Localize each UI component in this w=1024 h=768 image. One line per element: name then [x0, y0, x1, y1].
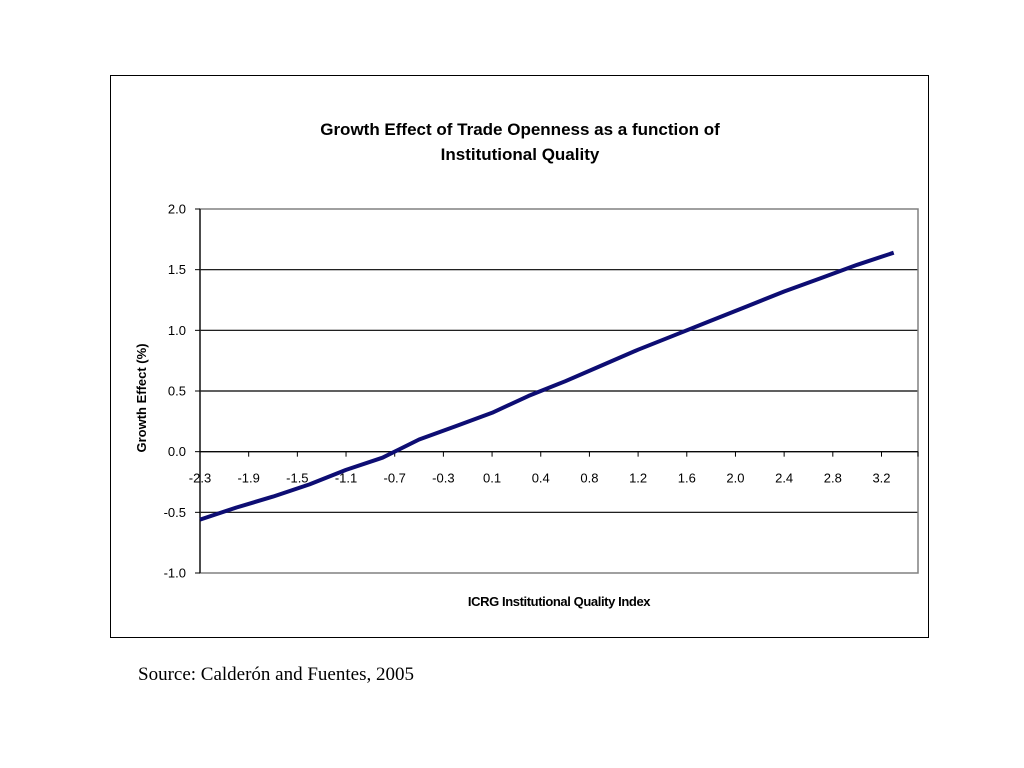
series [199, 250, 895, 522]
x-tick-label: -1.5 [286, 471, 308, 486]
x-tick-label: -0.7 [384, 471, 406, 486]
axes [195, 208, 919, 574]
chart-frame [110, 75, 929, 638]
chart-title-line2: Institutional Quality [440, 145, 600, 164]
x-tick-label: 2.0 [726, 471, 744, 486]
y-tick-label: 0.0 [168, 444, 186, 459]
x-tick-label: -1.9 [237, 471, 259, 486]
y-tick-label: -1.0 [164, 566, 186, 581]
x-tick-label: 2.8 [824, 471, 842, 486]
y-tick-label: 1.0 [168, 323, 186, 338]
series-line [199, 250, 895, 522]
y-axis-title: Growth Effect (%) [134, 343, 149, 453]
x-tick-label: 0.1 [483, 471, 501, 486]
y-tick-label: 0.5 [168, 384, 186, 399]
y-tick-label: 1.5 [168, 262, 186, 277]
source-caption: Source: Calderón and Fuentes, 2005 [138, 664, 414, 685]
y-tick-label: -0.5 [164, 505, 186, 520]
x-axis-title: ICRG Institutional Quality Index [467, 594, 651, 609]
x-tick-label: 1.2 [629, 471, 647, 486]
x-tick-label: 0.4 [532, 471, 550, 486]
y-tick-label: 2.0 [168, 202, 186, 217]
x-tick-label: 2.4 [775, 471, 793, 486]
chart-title: Growth Effect of Trade Openness as a fun… [0, 117, 1024, 167]
gridlines [200, 269, 918, 513]
x-tick-label: 0.8 [580, 471, 598, 486]
chart-title-line1: Growth Effect of Trade Openness as a fun… [320, 120, 720, 139]
x-tick-label: -1.1 [335, 471, 357, 486]
x-tick-label: -0.3 [432, 471, 454, 486]
x-tick-label: -2.3 [189, 471, 211, 486]
x-tick-label: 3.2 [872, 471, 890, 486]
tick-labels: 2.0 1.5 1.0 0.5 0.0 -0.5 -1.0 -2.3 -1.9 -1.5 -1.1 -… [164, 202, 891, 581]
x-tick-label: 1.6 [678, 471, 696, 486]
